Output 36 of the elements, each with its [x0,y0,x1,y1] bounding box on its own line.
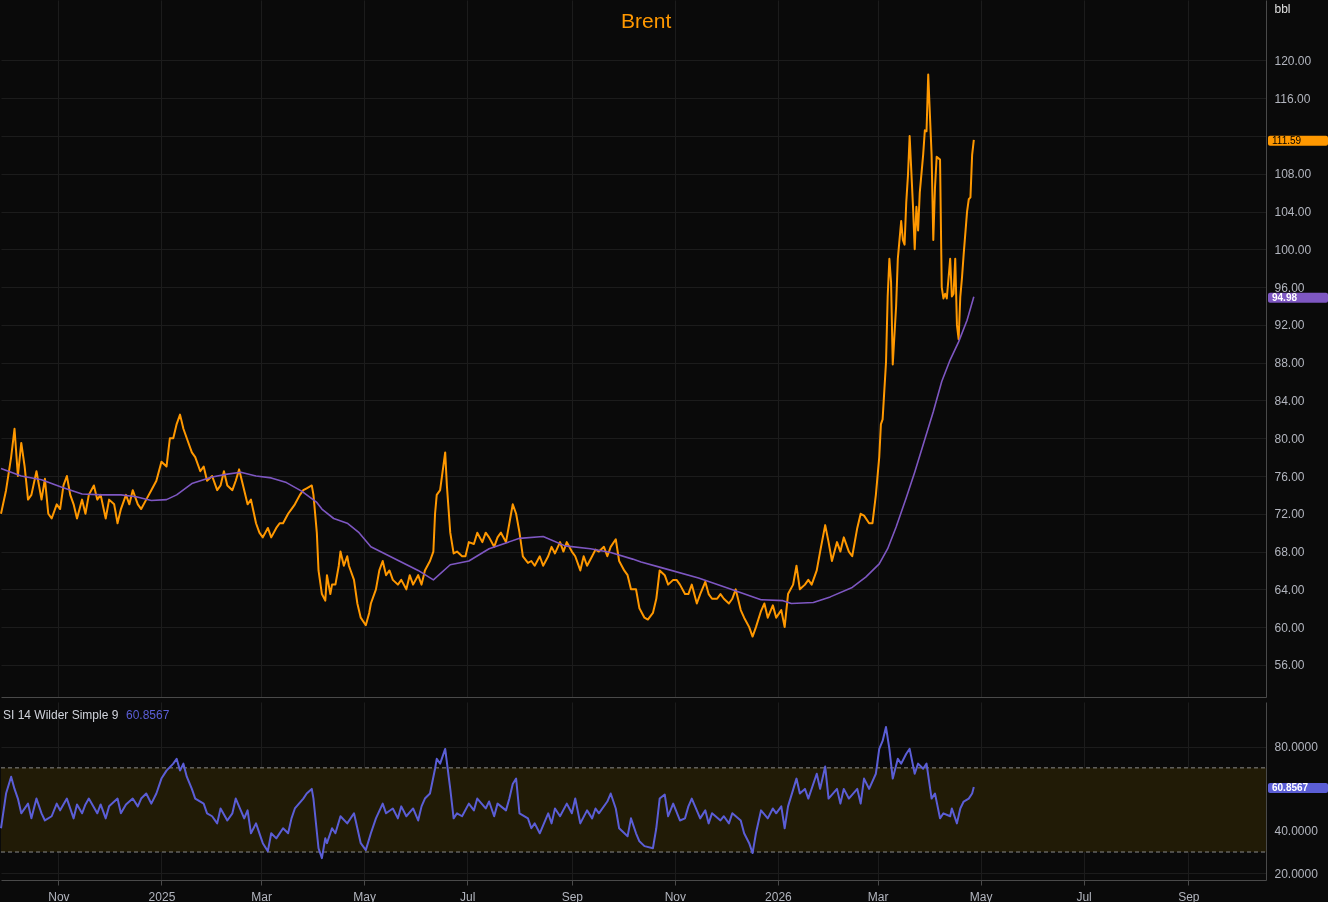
x-tick-label: Mar [867,889,889,904]
text: 60.8567 [126,708,170,722]
y-tick-label: 120.00 [1274,53,1312,68]
y-tick-label: 80.0000 [1274,740,1319,755]
y-tick-label: 88.00 [1274,356,1305,371]
y-tick-label: 92.00 [1274,318,1305,333]
line-series [0,726,975,860]
y-tick-label: 80.00 [1274,431,1305,446]
y-tick-label: 108.00 [1274,167,1312,182]
text: 94.98 [1272,291,1298,303]
y-tick-label: 64.00 [1274,582,1305,597]
y-tick-label: 56.00 [1274,658,1305,673]
text: SI 14 Wilder Simple 9 [3,708,119,722]
y-tick-label: 104.00 [1274,205,1312,220]
y-axis-title: bbl [1274,1,1291,16]
y-tick-label: 116.00 [1274,91,1311,106]
line-series [0,295,975,605]
y-tick-label: 84.00 [1274,393,1305,408]
line-series [0,73,975,638]
x-tick-label: Nov [664,889,687,904]
x-tick-label: Mar [251,889,272,904]
y-tick-label: 72.00 [1274,507,1305,522]
text: Brent [621,9,672,32]
y-tick-label: 76.00 [1274,469,1305,484]
y-tick-label: 100.00 [1274,242,1312,257]
x-tick-label: Jul [1076,889,1092,904]
y-tick-label: 40.0000 [1274,824,1319,839]
x-tick-label: 2026 [765,889,793,904]
x-tick-label: Nov [48,889,70,904]
text: 111.59 [1272,134,1302,146]
x-tick-label: Jul [459,889,476,904]
y-tick-label: 20.0000 [1274,866,1319,881]
y-tick-label: 68.00 [1274,545,1305,560]
text: 60.8567 [1272,782,1309,794]
x-tick-label: 2025 [148,889,176,904]
y-tick-label: 60.00 [1274,620,1305,635]
